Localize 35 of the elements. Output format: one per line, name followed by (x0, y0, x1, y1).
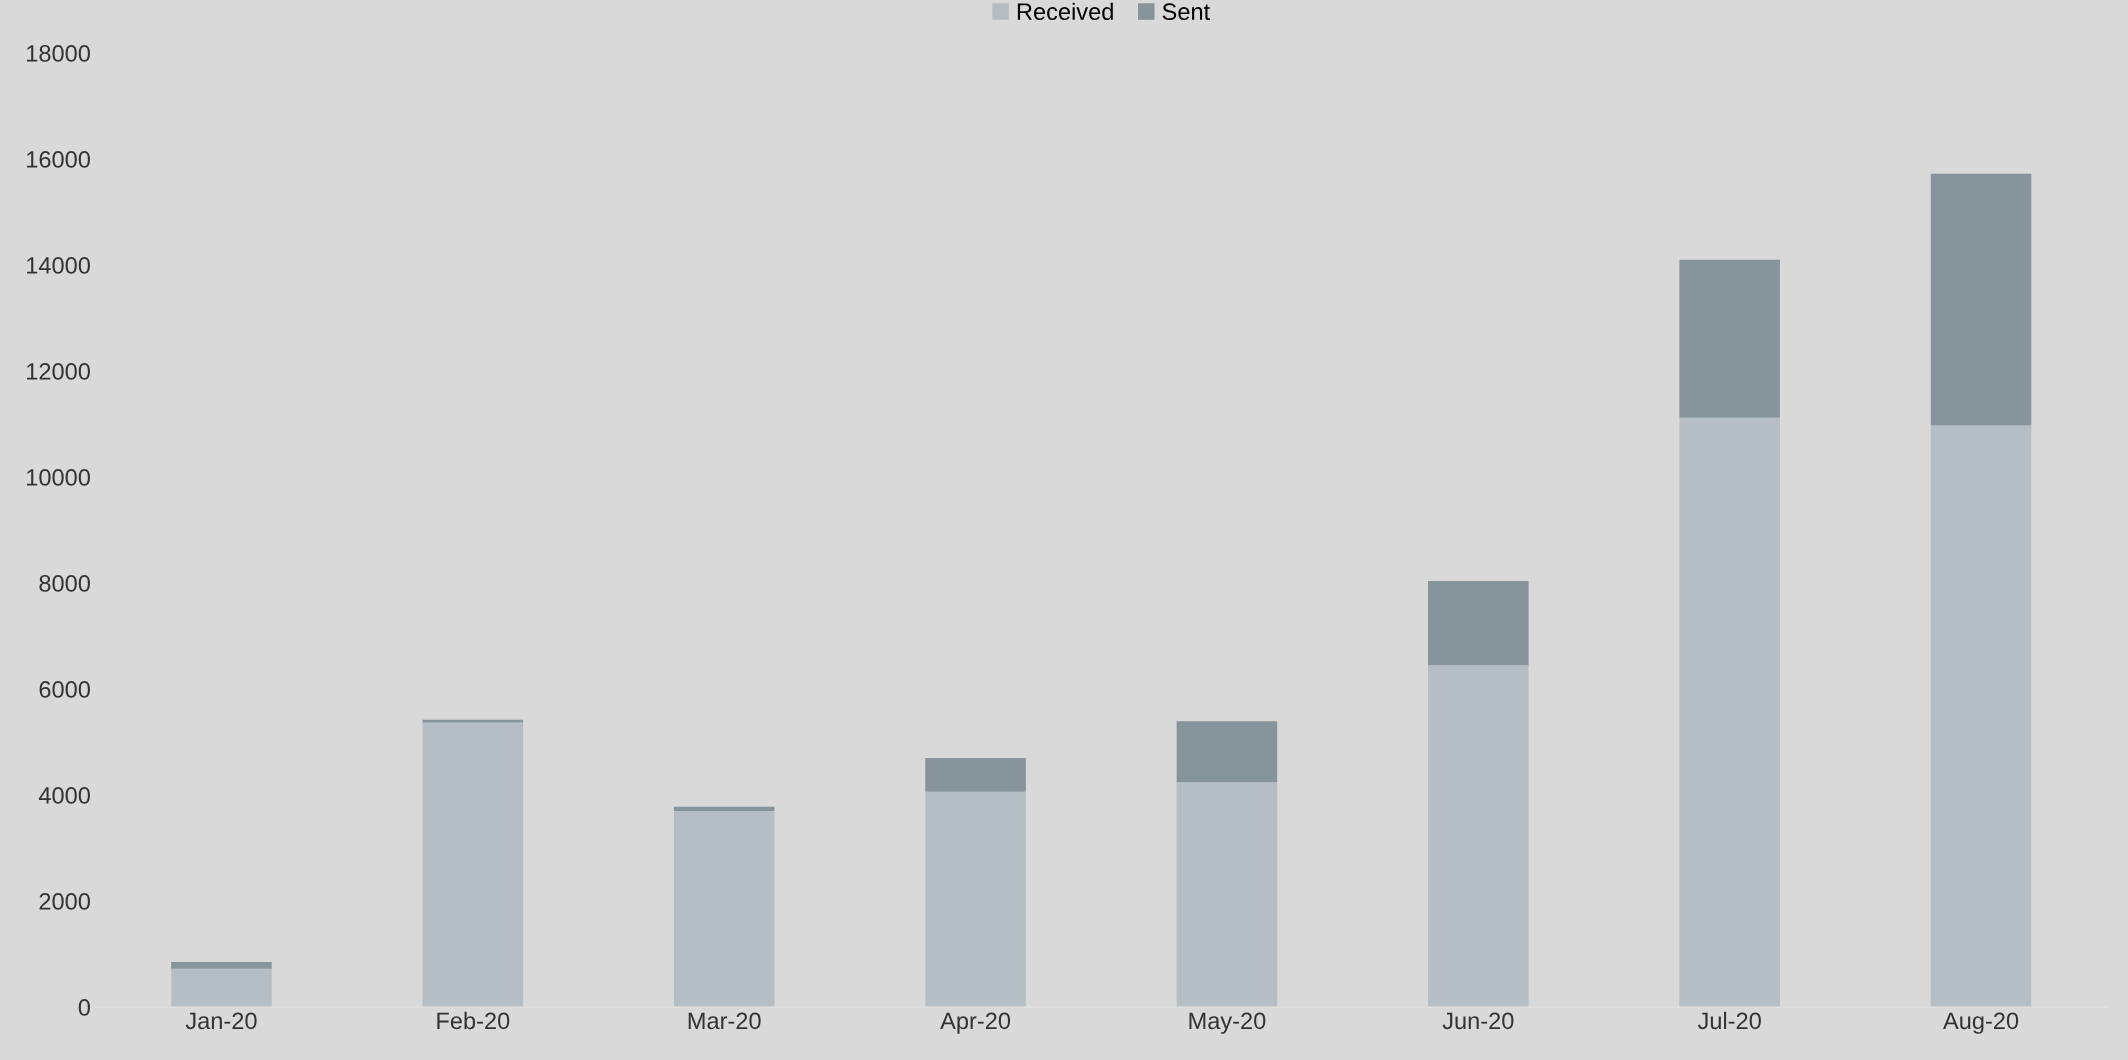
bar (1176, 721, 1278, 783)
bar (171, 961, 272, 969)
bar (1679, 259, 1780, 418)
y-tick-label: 18000 (27, 45, 90, 62)
bar (1679, 417, 1780, 1007)
bar (1930, 173, 2032, 426)
x-tick-label: Jan-20 (185, 1012, 257, 1030)
y-tick-label: 14000 (27, 257, 90, 274)
bar (1176, 782, 1278, 1007)
y-tick-label: 16000 (27, 151, 90, 168)
x-tick-label: Jul-20 (1697, 1011, 1761, 1030)
y-tick-label: 0 (78, 999, 90, 1016)
bar (925, 791, 1026, 1007)
y-tick-label: 10000 (27, 469, 90, 486)
y-tick-label: 2000 (39, 893, 90, 910)
bar (1428, 580, 1529, 666)
x-tick-label: Jun-20 (1442, 1012, 1514, 1030)
x-tick-label: Aug-20 (1943, 1012, 2019, 1034)
bar (1428, 665, 1529, 1007)
bar (171, 968, 272, 1007)
x-tick-label: Mar-20 (688, 1012, 761, 1030)
bar (422, 722, 524, 1007)
y-tick-label: 8000 (39, 575, 90, 592)
y-tick-label: 6000 (39, 681, 90, 698)
bar (1930, 425, 2032, 1007)
y-tick-label: 12000 (27, 363, 90, 380)
x-tick-label: May-20 (1189, 1012, 1266, 1034)
bar (673, 810, 775, 1007)
x-tick-label: Apr-20 (940, 1012, 1011, 1034)
x-tick-label: Feb-20 (437, 1011, 510, 1030)
bar (673, 806, 775, 811)
legend-label: Received (1017, 2, 1113, 21)
legend-label: Sent (1162, 3, 1210, 21)
y-tick-label: 4000 (38, 787, 90, 804)
bar (925, 757, 1026, 792)
